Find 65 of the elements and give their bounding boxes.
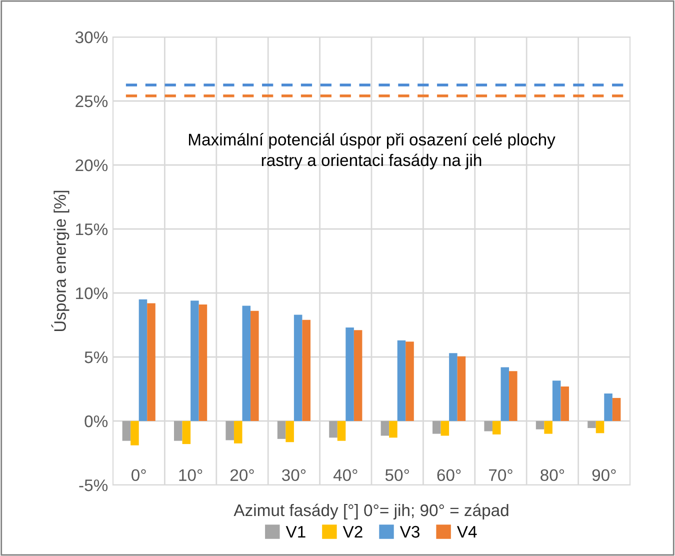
x-tick-label: 10° xyxy=(179,469,202,482)
x-tick-label: 40° xyxy=(333,469,358,482)
bar xyxy=(588,421,596,428)
bar xyxy=(190,300,199,421)
y-tick-label: 30% xyxy=(75,31,108,44)
bar xyxy=(122,421,131,441)
bar xyxy=(346,328,354,421)
bar xyxy=(509,371,518,421)
bar xyxy=(337,421,346,441)
bar xyxy=(182,421,191,444)
x-tick-label: 30° xyxy=(282,469,306,482)
bar xyxy=(250,310,259,421)
bar xyxy=(138,299,148,421)
y-tick-label: 10% xyxy=(76,287,108,300)
bar xyxy=(226,421,234,440)
x-tick-label: 70° xyxy=(489,469,512,482)
bar xyxy=(130,421,139,446)
bar xyxy=(432,421,441,434)
bar xyxy=(277,421,286,439)
bar xyxy=(329,421,338,438)
bar xyxy=(294,314,302,421)
y-tick-label: -5% xyxy=(79,479,108,492)
bar xyxy=(198,304,208,421)
legend-label: V1 xyxy=(286,526,306,538)
bar xyxy=(389,421,398,438)
bar xyxy=(492,421,501,434)
annotation: Maximální potenciál úspor při osazení celé plochy rastry a orientaci fasády na jih xyxy=(188,133,556,170)
legend-label: V4 xyxy=(456,526,477,538)
y-tick-label: 0% xyxy=(84,415,108,428)
bar xyxy=(552,380,561,421)
x-tick-label: 80° xyxy=(540,469,564,482)
bar xyxy=(500,367,510,421)
bar xyxy=(380,421,390,436)
bar xyxy=(440,421,450,436)
y-tick-label: 5% xyxy=(84,351,108,364)
bar xyxy=(354,330,362,421)
x-tick-label: 60° xyxy=(437,469,461,482)
y-tick-label: 20% xyxy=(76,159,108,172)
y-tick-label: 25% xyxy=(76,95,108,108)
bar xyxy=(406,342,414,421)
bar xyxy=(242,306,251,421)
bar xyxy=(397,340,406,421)
bar xyxy=(457,356,466,421)
legend-label: V3 xyxy=(400,526,420,538)
x-tick-label: 20° xyxy=(230,469,254,482)
bar xyxy=(302,320,310,421)
bar xyxy=(596,421,604,434)
bar xyxy=(234,421,242,444)
bar xyxy=(286,421,294,442)
x-tick-label: 90° xyxy=(592,469,616,482)
bar xyxy=(604,393,612,421)
bar xyxy=(536,421,544,430)
bar xyxy=(544,421,552,434)
x-tick-label: 50° xyxy=(385,469,409,482)
x-tick-label: 0° xyxy=(132,469,146,482)
bar xyxy=(174,421,182,441)
x-axis-title: Azimut fasády [°] 0°= jih; 90° = západ xyxy=(234,504,508,520)
y-axis-title: Úspora energie [%] xyxy=(51,190,70,332)
y-tick-label: 15% xyxy=(76,223,108,236)
bar xyxy=(484,421,492,432)
bar xyxy=(560,386,569,421)
legend-label: V2 xyxy=(342,526,362,538)
bar xyxy=(449,353,458,421)
bar xyxy=(147,303,156,421)
bar xyxy=(612,398,621,421)
